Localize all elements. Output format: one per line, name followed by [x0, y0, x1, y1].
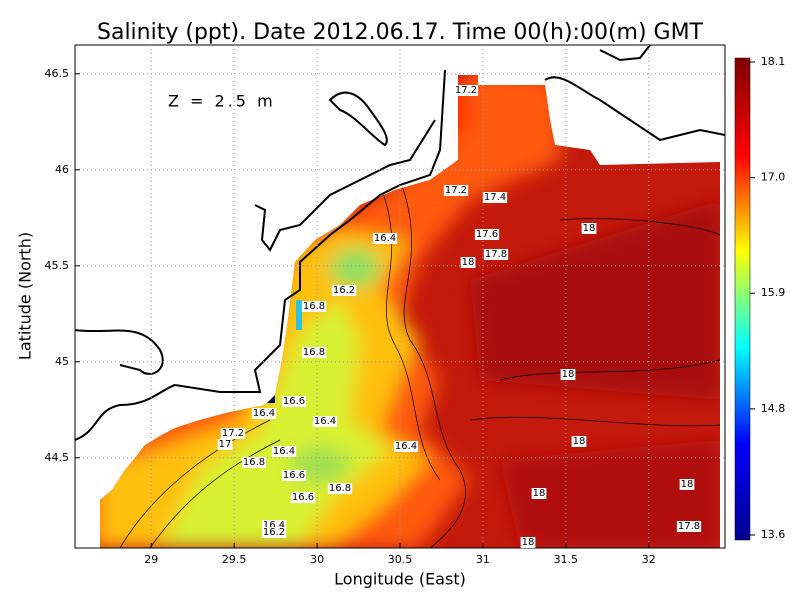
- contour-label: 17: [219, 439, 232, 450]
- contour-label-bg: [560, 369, 576, 380]
- contour-label: 18: [533, 488, 546, 499]
- contour-label-bg: [581, 223, 597, 234]
- contour-label-bg: [460, 257, 476, 268]
- contour-label: 16.4: [374, 233, 396, 244]
- contour-label: 18: [522, 537, 535, 548]
- y-tick-label: 46.5: [45, 67, 70, 80]
- colorbar-tick-label: 14.8: [761, 402, 786, 415]
- contour-label: 17.2: [222, 428, 244, 439]
- colorbar-tick-label: 17.0: [761, 171, 786, 184]
- x-tick-label: 31.5: [554, 553, 579, 566]
- contour-label-bg: [281, 470, 307, 481]
- contour-label: 18: [462, 257, 475, 268]
- contour-label-bg: [301, 301, 327, 312]
- contour-label-bg: [241, 457, 267, 468]
- contour-label: 18: [681, 479, 694, 490]
- contour-label: 16.2: [263, 527, 285, 538]
- contour-label-bg: [372, 233, 398, 244]
- y-tick-label: 45.5: [45, 259, 70, 272]
- coastline: [74, 44, 726, 441]
- contour-label-bg: [571, 436, 587, 447]
- contour-label-bg: [482, 192, 508, 203]
- contour-label: 16.6: [283, 396, 305, 407]
- contour-label: 17.8: [678, 521, 700, 532]
- contour-label: 16.2: [333, 285, 355, 296]
- contour-label-bg: [679, 479, 695, 490]
- contour-label: 16.4: [314, 416, 336, 427]
- x-axis-label: Longitude (East): [334, 570, 466, 589]
- contour-label-bg: [331, 285, 357, 296]
- contour-label-bg: [327, 483, 353, 494]
- contour-label-bg: [301, 347, 327, 358]
- x-tick-label: 30.5: [388, 553, 413, 566]
- contour-label: 18: [573, 436, 586, 447]
- contour-label: 18: [562, 369, 575, 380]
- y-tick-label: 46: [55, 163, 69, 176]
- contour-label-bg: [261, 527, 287, 538]
- contour-label: 16.4: [263, 520, 285, 531]
- contour-label-bg: [251, 408, 277, 419]
- contour-label: 17.2: [455, 85, 477, 96]
- y-tick-label: 45: [55, 355, 69, 368]
- contour-label: 18: [583, 223, 596, 234]
- colorbar-tick-label: 18.1: [761, 55, 786, 68]
- contour-label: 16.8: [303, 301, 325, 312]
- contour-label: 16.6: [292, 492, 314, 503]
- contour-label-bg: [281, 396, 307, 407]
- colorbar: [734, 57, 751, 541]
- contour-label: 17.8: [485, 249, 507, 260]
- contour-label: 16.4: [273, 446, 295, 457]
- colorbar-tick-label: 13.6: [761, 528, 786, 541]
- contour-label: 16.8: [329, 483, 351, 494]
- x-tick-label: 31: [476, 553, 490, 566]
- contour-label: 16.4: [395, 441, 417, 452]
- x-tick-label: 32: [642, 553, 656, 566]
- contour-label-bg: [531, 488, 547, 499]
- contour-label: 17.6: [476, 229, 498, 240]
- contour-label-bg: [676, 521, 702, 532]
- contour-label: 16.4: [253, 408, 275, 419]
- contour-label-bg: [271, 446, 297, 457]
- contour-label-bg: [261, 520, 287, 531]
- contour-label: 17.2: [445, 185, 467, 196]
- contour-label-bg: [474, 229, 500, 240]
- y-axis-label: Latitude (North): [16, 232, 35, 360]
- contour-label-bg: [453, 85, 479, 96]
- contour-label-bg: [290, 492, 316, 503]
- x-tick-label: 29.5: [222, 553, 247, 566]
- contour-label-bg: [443, 185, 469, 196]
- contour-label: 16.8: [243, 457, 265, 468]
- contour-label-bg: [217, 439, 233, 450]
- depth-annotation: Z = 2.5 m: [168, 92, 276, 111]
- y-tick-label: 44.5: [45, 451, 70, 464]
- contour-label: 17.4: [484, 192, 506, 203]
- contour-label-bg: [312, 416, 338, 427]
- x-tick-label: 30: [310, 553, 324, 566]
- contour-label-bg: [520, 537, 536, 548]
- colorbar-tick-label: 15.9: [761, 286, 786, 299]
- contour-label: 16.8: [303, 347, 325, 358]
- contour-label-bg: [393, 441, 419, 452]
- x-tick-label: 29: [144, 553, 158, 566]
- salinity-field: [100, 75, 720, 548]
- chart-title: Salinity (ppt). Date 2012.06.17. Time 00…: [97, 20, 704, 45]
- contour-label-bg: [483, 249, 509, 260]
- contour-label-bg: [220, 428, 246, 439]
- contour-label: 16.6: [283, 470, 305, 481]
